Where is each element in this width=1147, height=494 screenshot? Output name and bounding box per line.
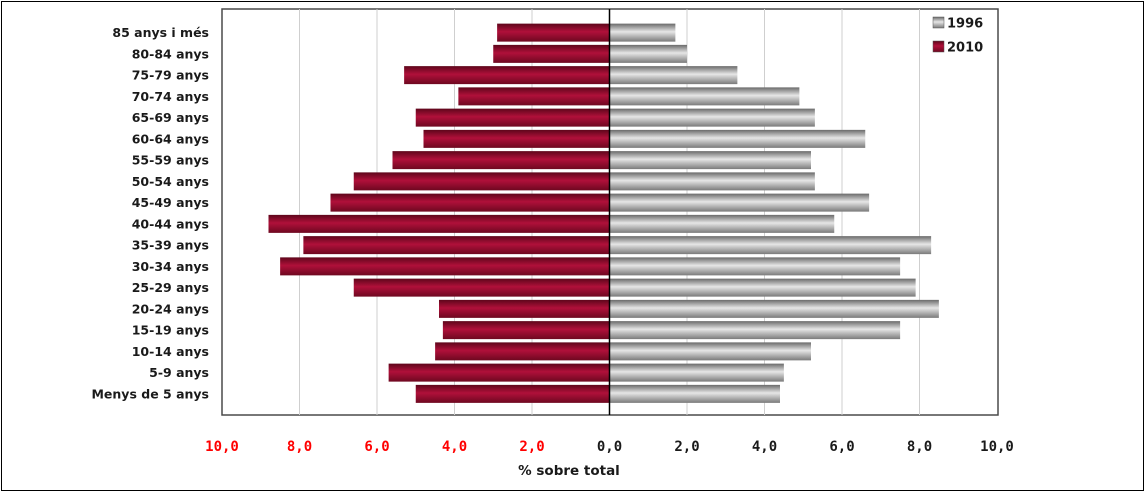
bar-2010-1 xyxy=(493,44,610,63)
age-group-labels: 85 anys i més 80-84 anys 75-79 anys 70-74 a… xyxy=(91,25,209,401)
bar-1996-15 xyxy=(609,342,811,361)
age-group-label: 70-74 anys xyxy=(132,89,209,104)
bar-2010-14 xyxy=(442,321,610,340)
x-tick-label: 6,0 xyxy=(829,439,854,455)
bar-1996-17 xyxy=(609,384,780,403)
bar-1996-3 xyxy=(609,87,800,106)
x-tick-label: 4,0 xyxy=(752,439,777,455)
bar-2010-12 xyxy=(353,278,610,297)
age-group-label: 60-64 anys xyxy=(132,131,209,146)
bar-2010-15 xyxy=(435,342,610,361)
x-tick-label: 4,0 xyxy=(442,439,467,455)
x-axis-title: % sobre total xyxy=(518,463,620,479)
age-group-label: 80-84 anys xyxy=(132,46,209,61)
x-tick-label: 2,0 xyxy=(674,439,699,455)
bar-2010-10 xyxy=(303,236,610,255)
bar-2010-3 xyxy=(458,87,610,106)
bar-1996-2 xyxy=(609,66,738,85)
age-group-label: 50-54 anys xyxy=(132,174,209,189)
bar-2010-4 xyxy=(415,108,610,127)
legend-swatch-1996 xyxy=(932,16,945,29)
legend: 1996 2010 xyxy=(932,16,983,56)
bar-1996-13 xyxy=(609,299,939,318)
x-tick-label: 10,0 xyxy=(980,439,1014,455)
bar-1996-12 xyxy=(609,278,916,297)
bar-1996-7 xyxy=(609,172,815,191)
age-group-label: 35-39 anys xyxy=(132,238,209,253)
bar-1996-16 xyxy=(609,363,784,382)
x-tick-label: 2,0 xyxy=(519,439,544,455)
age-group-label: Menys de 5 anys xyxy=(91,386,209,401)
bar-1996-10 xyxy=(609,236,932,255)
bar-1996-9 xyxy=(609,214,835,233)
bar-2010-11 xyxy=(280,257,610,276)
x-tick-label: 8,0 xyxy=(907,439,932,455)
bar-2010-16 xyxy=(388,363,610,382)
x-tick-labels: 10,0 8,0 6,0 4,0 2,0 0,0 2,0 4,0 6,0 8,0 10,0 xyxy=(205,439,1014,455)
x-tick-label: 8,0 xyxy=(287,439,312,455)
x-tick-label: 6,0 xyxy=(364,439,389,455)
age-group-label: 75-79 anys xyxy=(132,68,209,83)
bar-1996-11 xyxy=(609,257,901,276)
bar-2010-7 xyxy=(353,172,610,191)
bar-2010-6 xyxy=(392,151,610,170)
bars xyxy=(268,9,939,415)
age-group-label: 20-24 anys xyxy=(132,301,209,316)
age-group-label: 25-29 anys xyxy=(132,280,209,295)
age-group-label: 55-59 anys xyxy=(132,153,209,168)
x-tick-label: 10,0 xyxy=(205,439,239,455)
bar-2010-8 xyxy=(330,193,610,212)
bar-1996-4 xyxy=(609,108,815,127)
bar-1996-14 xyxy=(609,321,901,340)
bar-1996-6 xyxy=(609,151,811,170)
legend-swatch-2010 xyxy=(932,40,945,53)
bar-2010-2 xyxy=(404,66,610,85)
legend-label-2010: 2010 xyxy=(947,41,983,56)
bar-1996-1 xyxy=(609,44,687,63)
x-tick-label: 0,0 xyxy=(597,439,622,455)
bar-2010-9 xyxy=(268,214,610,233)
age-group-label: 10-14 anys xyxy=(132,344,209,359)
age-group-label: 30-34 anys xyxy=(132,259,209,274)
age-group-label: 15-19 anys xyxy=(132,323,209,338)
age-group-label: 45-49 anys xyxy=(132,195,209,210)
bar-1996-5 xyxy=(609,129,866,148)
bar-2010-13 xyxy=(439,299,610,318)
bar-2010-0 xyxy=(497,23,610,42)
bar-2010-5 xyxy=(423,129,610,148)
bar-2010-17 xyxy=(415,384,610,403)
age-group-label: 40-44 anys xyxy=(132,216,209,231)
age-group-label: 65-69 anys xyxy=(132,110,209,125)
age-group-label: 5-9 anys xyxy=(149,365,209,380)
legend-label-1996: 1996 xyxy=(947,17,983,32)
bar-1996-8 xyxy=(609,193,870,212)
bar-1996-0 xyxy=(609,23,676,42)
age-group-label: 85 anys i més xyxy=(112,25,209,40)
